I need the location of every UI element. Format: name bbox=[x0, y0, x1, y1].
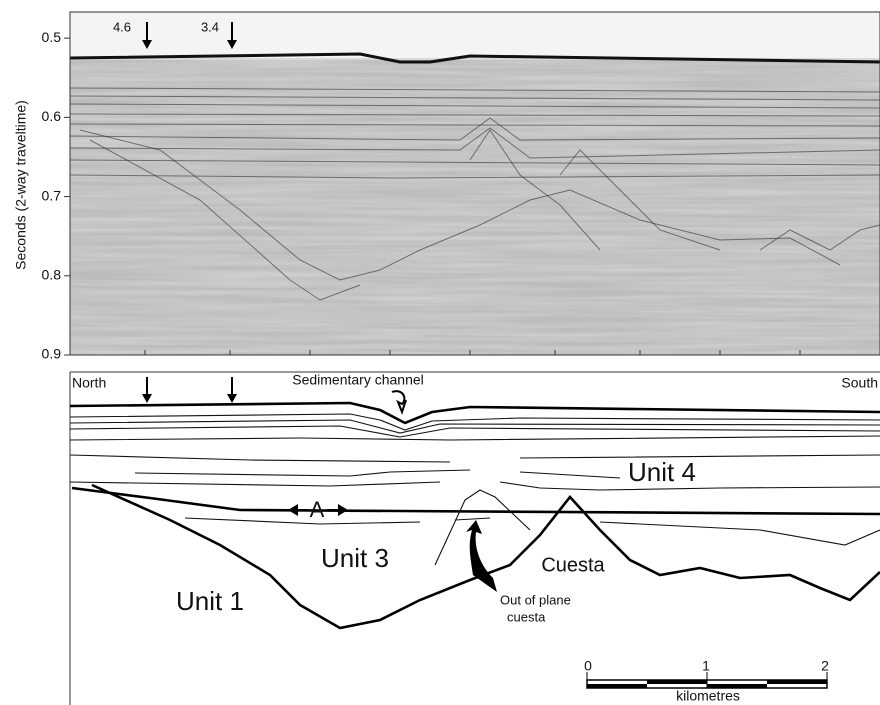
scale-tick-label: 2 bbox=[821, 658, 829, 674]
reflector-label: A bbox=[310, 497, 325, 522]
scale-tick-label: 1 bbox=[702, 658, 710, 674]
unit-1-boundary bbox=[91, 483, 880, 630]
marker-arrows bbox=[142, 22, 237, 49]
reflector-a bbox=[71, 486, 880, 516]
seabed-line bbox=[69, 401, 880, 425]
cuesta-note: cuesta bbox=[507, 609, 546, 624]
y-tick-label: 0.5 bbox=[42, 29, 62, 45]
y-tick-label: 0.7 bbox=[42, 187, 62, 203]
marker-label: 4.6 bbox=[113, 19, 131, 34]
unit-label: Unit 4 bbox=[628, 457, 696, 487]
cuesta-arrow bbox=[466, 520, 497, 592]
marker-arrows bbox=[142, 377, 237, 403]
y-axis: 0.5 0.6 0.7 0.8 0.9 bbox=[42, 29, 70, 362]
interpretation-panel: North South Sedimentary channel Unit 4 A… bbox=[69, 371, 880, 705]
y-axis-label: Seconds (2-way traveltime) bbox=[13, 100, 29, 270]
scale-unit: kilometres bbox=[676, 688, 740, 704]
scale-tick-label: 0 bbox=[584, 658, 592, 674]
y-tick-label: 0.9 bbox=[42, 346, 62, 362]
unit-label: Unit 3 bbox=[321, 543, 389, 573]
north-label: North bbox=[72, 375, 106, 391]
reflectors bbox=[70, 87, 880, 301]
cuesta-outline bbox=[434, 489, 531, 566]
marker-label: 3.4 bbox=[201, 19, 219, 34]
x-ticks bbox=[144, 350, 801, 355]
cuesta-label: Cuesta bbox=[541, 554, 605, 576]
y-tick-label: 0.8 bbox=[42, 266, 62, 282]
seabed-reflector bbox=[70, 52, 880, 64]
channel-label: Sedimentary channel bbox=[292, 372, 424, 388]
scale-bar: 0 1 2 kilometres bbox=[584, 658, 829, 704]
seismic-texture bbox=[70, 60, 880, 355]
south-label: South bbox=[841, 375, 878, 391]
cuesta-note: Out of plane bbox=[500, 592, 571, 607]
y-tick-label: 0.6 bbox=[42, 108, 62, 124]
water-column bbox=[70, 12, 880, 58]
seismic-frame bbox=[69, 11, 880, 356]
seismic-panel bbox=[70, 12, 880, 355]
a-arrows bbox=[288, 504, 348, 516]
channel-arrow bbox=[391, 390, 407, 415]
unit-label: Unit 1 bbox=[176, 586, 244, 616]
